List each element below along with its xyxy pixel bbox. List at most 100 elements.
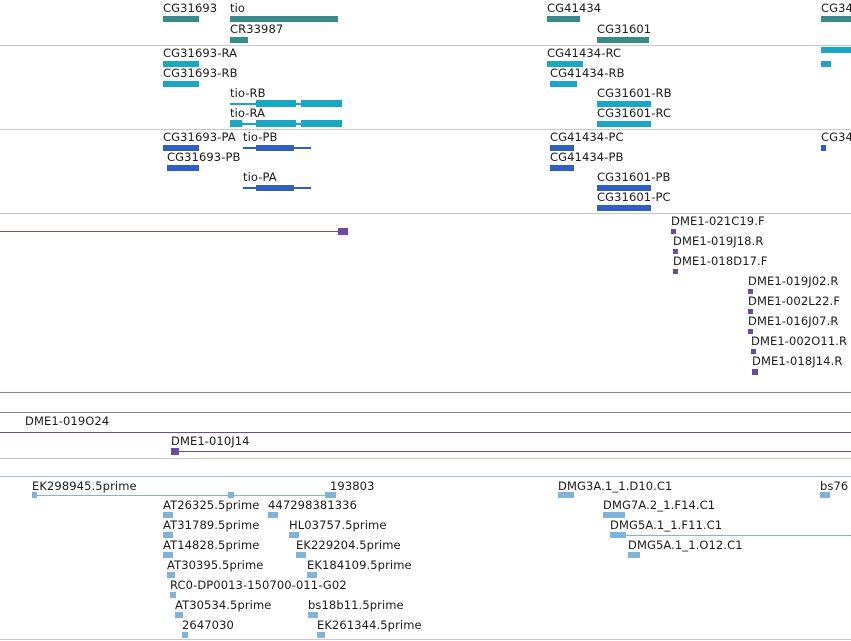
protein-label[interactable]: CG31601-PB xyxy=(597,170,671,184)
clone-marker[interactable] xyxy=(751,349,756,354)
clone-label[interactable]: DME1-002L22.F xyxy=(748,294,841,308)
est-label[interactable]: 2647030 xyxy=(182,618,234,632)
transcript-label[interactable]: CG41434-RC xyxy=(547,46,622,60)
clone-label[interactable]: DME1-019J02.R xyxy=(748,274,839,288)
protein-exon[interactable] xyxy=(256,145,294,151)
protein-label[interactable]: tio-PB xyxy=(243,130,278,144)
est-marker[interactable] xyxy=(163,532,173,538)
transcript-glyph[interactable] xyxy=(547,61,583,67)
est-marker[interactable] xyxy=(307,572,317,578)
est-marker[interactable] xyxy=(820,492,830,498)
transcript-glyph[interactable] xyxy=(597,101,651,107)
transcript-glyph[interactable] xyxy=(550,81,577,87)
transcript-label[interactable]: CG31601-RB xyxy=(597,86,672,100)
est-label[interactable]: EK229204.5prime xyxy=(296,538,401,552)
clone-marker[interactable] xyxy=(748,329,753,334)
clone-marker[interactable] xyxy=(752,369,758,375)
est-marker[interactable] xyxy=(296,552,306,558)
protein-label[interactable]: CG34 xyxy=(821,130,851,144)
protein-glyph[interactable] xyxy=(167,165,199,171)
est-marker[interactable] xyxy=(268,512,278,518)
protein-label[interactable]: CG31601-PC xyxy=(597,190,671,204)
clone-marker[interactable] xyxy=(748,289,753,294)
est-marker[interactable] xyxy=(628,552,640,558)
protein-label[interactable]: CG31693-PA xyxy=(163,130,236,144)
transcript-glyph[interactable] xyxy=(163,81,199,87)
transcript-exon[interactable] xyxy=(256,100,296,107)
clone-label[interactable]: DME1-021C19.F xyxy=(671,214,765,228)
est-marker[interactable] xyxy=(289,532,299,538)
transcript-label[interactable]: CG31693-RA xyxy=(163,46,238,60)
gene-glyph[interactable] xyxy=(163,16,199,22)
clone-label[interactable]: DME1-002O11.R xyxy=(751,334,848,348)
clone-end[interactable] xyxy=(338,228,348,235)
est-line[interactable] xyxy=(610,535,851,536)
est-marker[interactable] xyxy=(308,612,318,618)
est-marker[interactable] xyxy=(163,552,173,558)
est-label[interactable]: AT14828.5prime xyxy=(163,538,260,552)
transcript-exon[interactable] xyxy=(230,120,242,127)
transcript-label[interactable]: CG31693-RB xyxy=(163,66,238,80)
long-clone-line[interactable] xyxy=(0,432,851,433)
est-marker[interactable] xyxy=(182,632,188,638)
est-marker[interactable] xyxy=(317,632,325,638)
protein-glyph[interactable] xyxy=(821,145,826,151)
est-label[interactable]: EK261344.5prime xyxy=(317,618,422,632)
est-label[interactable]: AT30395.5prime xyxy=(167,558,264,572)
est-label[interactable]: DMG3A.1_1.D10.C1 xyxy=(558,479,673,493)
transcript-glyph[interactable] xyxy=(821,61,831,67)
est-marker[interactable] xyxy=(558,492,574,498)
est-marker[interactable] xyxy=(170,592,176,598)
protein-label[interactable]: CG41434-PB xyxy=(550,150,624,164)
transcript-label[interactable]: CG41434-RB xyxy=(550,66,625,80)
transcript-glyph[interactable] xyxy=(163,61,199,67)
est-label[interactable]: bs76 xyxy=(820,479,849,493)
clone-marker[interactable] xyxy=(673,269,678,274)
clone-marker[interactable] xyxy=(671,229,676,234)
transcript-label[interactable]: tio-RA xyxy=(230,106,266,120)
protein-label[interactable]: tio-PA xyxy=(243,170,277,184)
transcript-glyph[interactable] xyxy=(597,121,651,127)
est-label[interactable]: DMG5A.1_1.O12.C1 xyxy=(628,538,743,552)
protein-glyph[interactable] xyxy=(550,165,574,171)
long-clone-line[interactable] xyxy=(171,451,851,452)
clone-label[interactable]: DME1-018D17.F xyxy=(673,254,768,268)
protein-glyph[interactable] xyxy=(163,145,199,151)
transcript-label[interactable]: CG31601-RC xyxy=(597,106,672,120)
protein-exon[interactable] xyxy=(256,185,294,191)
clone-marker[interactable] xyxy=(673,249,678,254)
gene-glyph[interactable] xyxy=(230,37,248,43)
transcript-exon[interactable] xyxy=(301,100,342,107)
est-marker[interactable] xyxy=(167,572,175,578)
est-label[interactable]: 193803 xyxy=(330,479,375,493)
clone-label[interactable]: DME1-016J07.R xyxy=(748,314,839,328)
est-marker[interactable] xyxy=(228,492,234,498)
est-label[interactable]: EK298945.5prime xyxy=(32,479,137,493)
protein-label[interactable]: CG41434-PC xyxy=(550,130,624,144)
est-marker[interactable] xyxy=(175,612,183,618)
est-label[interactable]: bs18b11.5prime xyxy=(308,598,404,612)
long-clone-label[interactable]: DME1-019O24 xyxy=(25,414,110,428)
est-marker[interactable] xyxy=(610,532,626,538)
gene-glyph[interactable] xyxy=(230,16,338,22)
est-label[interactable]: HL03757.5prime xyxy=(289,518,387,532)
transcript-glyph[interactable] xyxy=(821,47,851,53)
gene-glyph[interactable] xyxy=(547,16,580,22)
transcript-exon[interactable] xyxy=(301,120,342,127)
gene-glyph[interactable] xyxy=(821,16,851,22)
est-marker[interactable] xyxy=(603,512,625,518)
gene-label[interactable]: CR33987 xyxy=(230,22,284,36)
est-marker[interactable] xyxy=(163,512,173,518)
gene-label[interactable]: tio xyxy=(230,1,246,15)
protein-label[interactable]: CG31693-PB xyxy=(167,150,241,164)
long-clone-label[interactable]: DME1-010J14 xyxy=(171,434,250,448)
clone-line[interactable] xyxy=(0,231,348,232)
est-marker[interactable] xyxy=(325,492,336,498)
est-label[interactable]: EK184109.5prime xyxy=(307,558,412,572)
est-label[interactable]: DMG5A.1_1.F11.C1 xyxy=(610,518,723,532)
transcript-label[interactable]: tio-RB xyxy=(230,86,266,100)
transcript-exon[interactable] xyxy=(256,120,296,127)
clone-label[interactable]: DME1-019J18.R xyxy=(673,234,764,248)
gene-label[interactable]: CG31601 xyxy=(597,22,652,36)
